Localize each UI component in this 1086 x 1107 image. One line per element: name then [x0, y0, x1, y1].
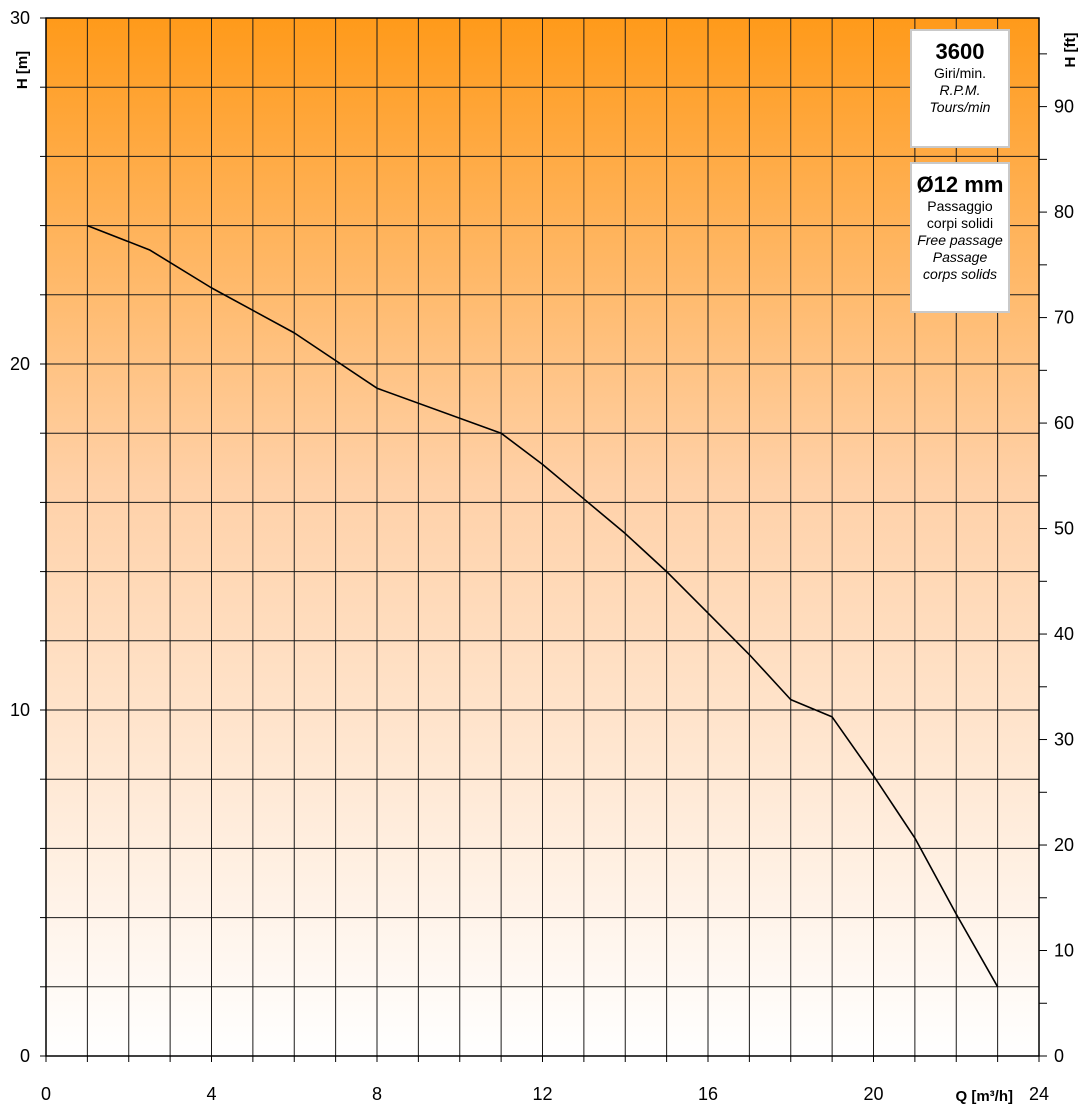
y2-tick-label: 70	[1054, 308, 1074, 328]
passage-value: Ø12 mm	[916, 172, 1004, 197]
rpm-label-it: Giri/min.	[933, 65, 987, 81]
rpm-label-en: R.P.M.	[939, 82, 981, 98]
x-tick-label: 16	[698, 1084, 718, 1104]
x-tick-label: 24	[1029, 1084, 1049, 1104]
y2-tick-label: 80	[1054, 202, 1074, 222]
x-tick-label: 4	[206, 1084, 216, 1104]
x-tick-label: 20	[863, 1084, 883, 1104]
y2-tick-label: 20	[1054, 835, 1074, 855]
y2-tick-label: 0	[1054, 1046, 1064, 1066]
passage-label-fr-2: corps solids	[923, 266, 997, 282]
y2-tick-label: 90	[1054, 97, 1074, 117]
x-tick-label: 8	[372, 1084, 382, 1104]
x-tick-label: 0	[41, 1084, 51, 1104]
y2-tick-label: 60	[1054, 413, 1074, 433]
y2-tick-label: 50	[1054, 519, 1074, 539]
axes	[40, 17, 1047, 1062]
y-tick-label: 20	[10, 354, 30, 374]
x-axis-title: Q [m³/h]	[956, 1088, 1014, 1105]
y-axis-title: H [m]	[14, 51, 31, 89]
y-tick-label: 10	[10, 700, 30, 720]
series-group	[87, 224, 999, 988]
y-tick-label: 30	[10, 8, 30, 28]
passage-label-en: Free passage	[917, 232, 1003, 248]
y2-tick-label: 10	[1054, 941, 1074, 961]
passage-label-fr-1: Passage	[932, 249, 988, 265]
x-tick-label: 12	[532, 1084, 552, 1104]
rpm-label-fr: Tours/min	[929, 99, 991, 115]
performance-curve	[87, 224, 999, 988]
passage-info-box: Ø12 mm Passaggio corpi solidi Free passa…	[910, 162, 1010, 313]
passage-label-it-2: corpi solidi	[926, 215, 994, 231]
y-tick-label: 0	[20, 1046, 30, 1066]
y2-tick-label: 30	[1054, 730, 1074, 750]
grid-lines	[46, 18, 1039, 1056]
passage-label-it-1: Passaggio	[927, 198, 993, 214]
rpm-info-box: 3600 Giri/min. R.P.M. Tours/min	[910, 29, 1010, 148]
rpm-value: 3600	[935, 39, 985, 64]
y2-axis-title: H [ft]	[1062, 33, 1079, 68]
y2-tick-label: 40	[1054, 624, 1074, 644]
